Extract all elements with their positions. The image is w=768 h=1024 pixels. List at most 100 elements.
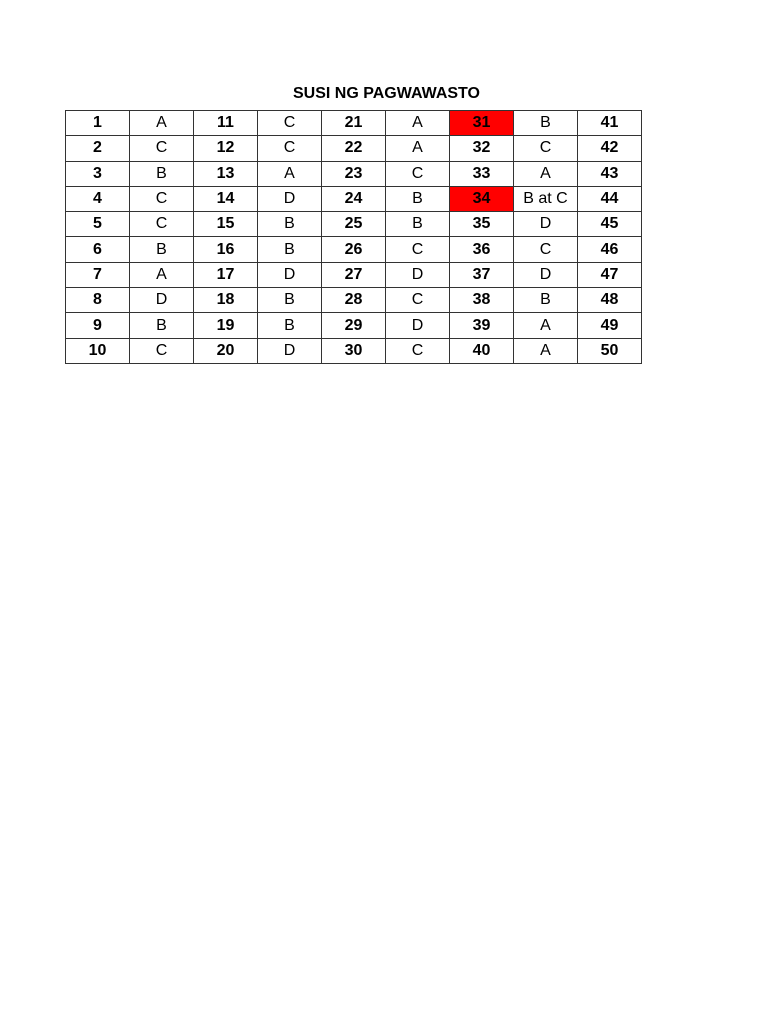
answer-cell: C [257,135,322,162]
answer-cell: B [257,287,322,314]
answer-cell: B [257,211,322,238]
item-number-cell: 47 [577,261,642,289]
answer-cell: D [385,312,450,339]
item-number-cell: 17 [193,261,258,289]
item-number-cell: 11 [193,109,258,137]
answer-cell: D [257,261,322,289]
answer-cell: B [129,160,194,187]
item-number-cell: 14 [193,185,258,213]
answer-cell: D [385,261,450,289]
answer-cell: B at C [513,185,578,213]
table-row: 5 C 15 B 25 B 35 D 45 [65,211,642,238]
answer-cell: C [129,211,194,238]
item-number-cell: 48 [577,287,642,314]
item-number-cell: 26 [321,236,386,263]
item-number-cell: 38 [449,287,514,314]
answer-cell: B [129,236,194,263]
table-row: 4 C 14 D 24 B 34 B at C 44 [65,185,642,213]
item-number-cell: 49 [577,312,642,339]
table-row: 10 C 20 D 30 C 40 A 50 [65,337,642,364]
item-number-cell: 23 [321,160,386,187]
answer-cell: D [129,287,194,314]
item-number-cell: 13 [193,160,258,187]
item-number-cell: 42 [577,135,642,162]
item-number-cell: 3 [65,160,130,187]
item-number-cell: 24 [321,185,386,213]
item-number-cell: 45 [577,211,642,238]
answer-cell: D [513,261,578,289]
answer-cell: C [513,135,578,162]
item-number-cell: 35 [449,211,514,238]
item-number-cell: 19 [193,312,258,339]
answer-cell: C [129,135,194,162]
table-row: 8 D 18 B 28 C 38 B 48 [65,287,642,314]
answer-cell: B [129,312,194,339]
item-number-cell: 7 [65,261,130,289]
answer-cell: A [385,135,450,162]
item-number-cell: 1 [65,109,130,137]
answer-cell: A [385,109,450,137]
item-number-cell: 41 [577,109,642,137]
answer-cell: A [257,160,322,187]
answer-cell: C [129,337,194,364]
item-number-cell: 15 [193,211,258,238]
answer-cell: B [385,211,450,238]
answer-cell: D [257,185,322,213]
item-number-cell: 16 [193,236,258,263]
answer-cell: A [129,261,194,289]
table-row: 2 C 12 C 22 A 32 C 42 [65,135,642,162]
answer-key-table: 1 A 11 C 21 A 31 B 41 2 C 12 C 22 A 32 C 42 3 B 13 A 23 C 33 A 43 4… [65,109,642,364]
item-number-cell: 21 [321,109,386,137]
table-row: 9 B 19 B 29 D 39 A 49 [65,312,642,339]
answer-cell: A [513,312,578,339]
item-number-cell: 18 [193,287,258,314]
item-number-cell: 39 [449,312,514,339]
item-number-cell: 8 [65,287,130,314]
item-number-cell: 43 [577,160,642,187]
answer-cell: B [513,109,578,137]
page-title: SUSI NG PAGWAWASTO [293,85,480,102]
table-row: 6 B 16 B 26 C 36 C 46 [65,236,642,263]
answer-cell: B [385,185,450,213]
answer-cell: A [513,160,578,187]
item-number-cell: 36 [449,236,514,263]
item-number-cell: 30 [321,337,386,364]
table-row: 1 A 11 C 21 A 31 B 41 [65,109,642,137]
answer-cell: B [513,287,578,314]
table-row: 3 B 13 A 23 C 33 A 43 [65,160,642,187]
item-number-cell: 22 [321,135,386,162]
item-number-cell: 50 [577,337,642,364]
answer-cell: C [257,109,322,137]
item-number-cell: 29 [321,312,386,339]
answer-cell: B [257,236,322,263]
answer-cell: C [385,236,450,263]
answer-cell: C [513,236,578,263]
item-number-cell: 12 [193,135,258,162]
item-number-cell: 4 [65,185,130,213]
item-number-cell: 44 [577,185,642,213]
item-number-cell: 32 [449,135,514,162]
item-number-cell: 6 [65,236,130,263]
item-number-cell: 20 [193,337,258,364]
item-number-cell: 33 [449,160,514,187]
answer-cell: C [385,287,450,314]
table-row: 7 A 17 D 27 D 37 D 47 [65,261,642,289]
item-number-cell: 2 [65,135,130,162]
item-number-cell: 25 [321,211,386,238]
item-number-cell: 27 [321,261,386,289]
item-number-cell: 37 [449,261,514,289]
item-number-cell: 5 [65,211,130,238]
answer-cell: A [129,109,194,137]
answer-cell: D [257,337,322,364]
item-number-cell: 28 [321,287,386,314]
answer-cell: D [513,211,578,238]
answer-cell: C [385,337,450,364]
answer-cell: C [129,185,194,213]
item-number-cell: 40 [449,337,514,364]
item-number-cell: 10 [65,337,130,364]
item-number-cell: 9 [65,312,130,339]
answer-cell: C [385,160,450,187]
item-number-cell: 46 [577,236,642,263]
answer-cell: A [513,337,578,364]
item-number-cell: 34 [449,185,514,213]
